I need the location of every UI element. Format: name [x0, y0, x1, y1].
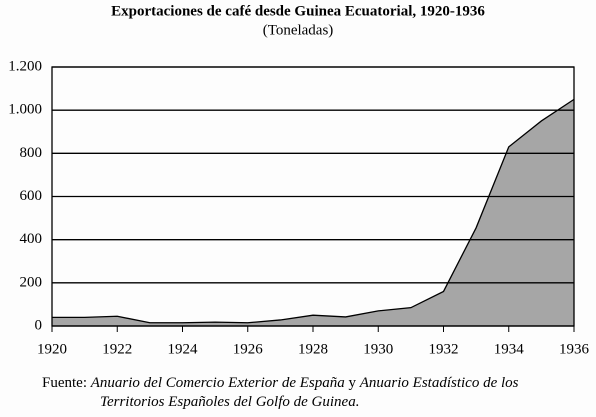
x-tick-label: 1924 — [168, 341, 199, 357]
source-title: Anuario Estadístico de los Territorios E… — [100, 375, 519, 410]
x-tick-label: 1930 — [363, 341, 393, 357]
source-note: Fuente: Anuario del Comercio Exterior de… — [0, 374, 560, 412]
chart: Exportaciones de café desde Guinea Ecuat… — [8, 3, 590, 357]
x-tick-label: 1936 — [559, 341, 590, 357]
source-label: Fuente: — [42, 375, 87, 391]
x-tick-label: 1926 — [233, 341, 264, 357]
x-tick-label: 1934 — [494, 341, 525, 357]
x-tick-label: 1922 — [102, 341, 132, 357]
y-tick-label: 1.200 — [8, 58, 42, 74]
y-tick-label: 0 — [35, 317, 43, 333]
y-tick-label: 600 — [20, 188, 43, 204]
y-tick-label: 1.000 — [8, 102, 42, 118]
x-tick-label: 1928 — [298, 341, 328, 357]
y-tick-label: 400 — [20, 231, 43, 247]
chart-subtitle: (Toneladas) — [263, 22, 334, 38]
y-tick-label: 200 — [20, 274, 43, 290]
source-title: Anuario del Comercio Exterior de España — [90, 375, 345, 391]
chart-title: Exportaciones de café desde Guinea Ecuat… — [111, 3, 485, 19]
area — [52, 99, 574, 326]
y-tick-label: 800 — [20, 145, 43, 161]
source-conj: y — [348, 375, 357, 391]
area-line — [52, 98, 575, 324]
x-tick-label: 1920 — [37, 341, 67, 357]
x-tick-label: 1932 — [429, 341, 459, 357]
